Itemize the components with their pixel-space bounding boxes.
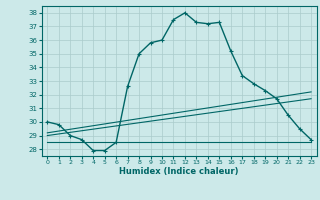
X-axis label: Humidex (Indice chaleur): Humidex (Indice chaleur) (119, 167, 239, 176)
